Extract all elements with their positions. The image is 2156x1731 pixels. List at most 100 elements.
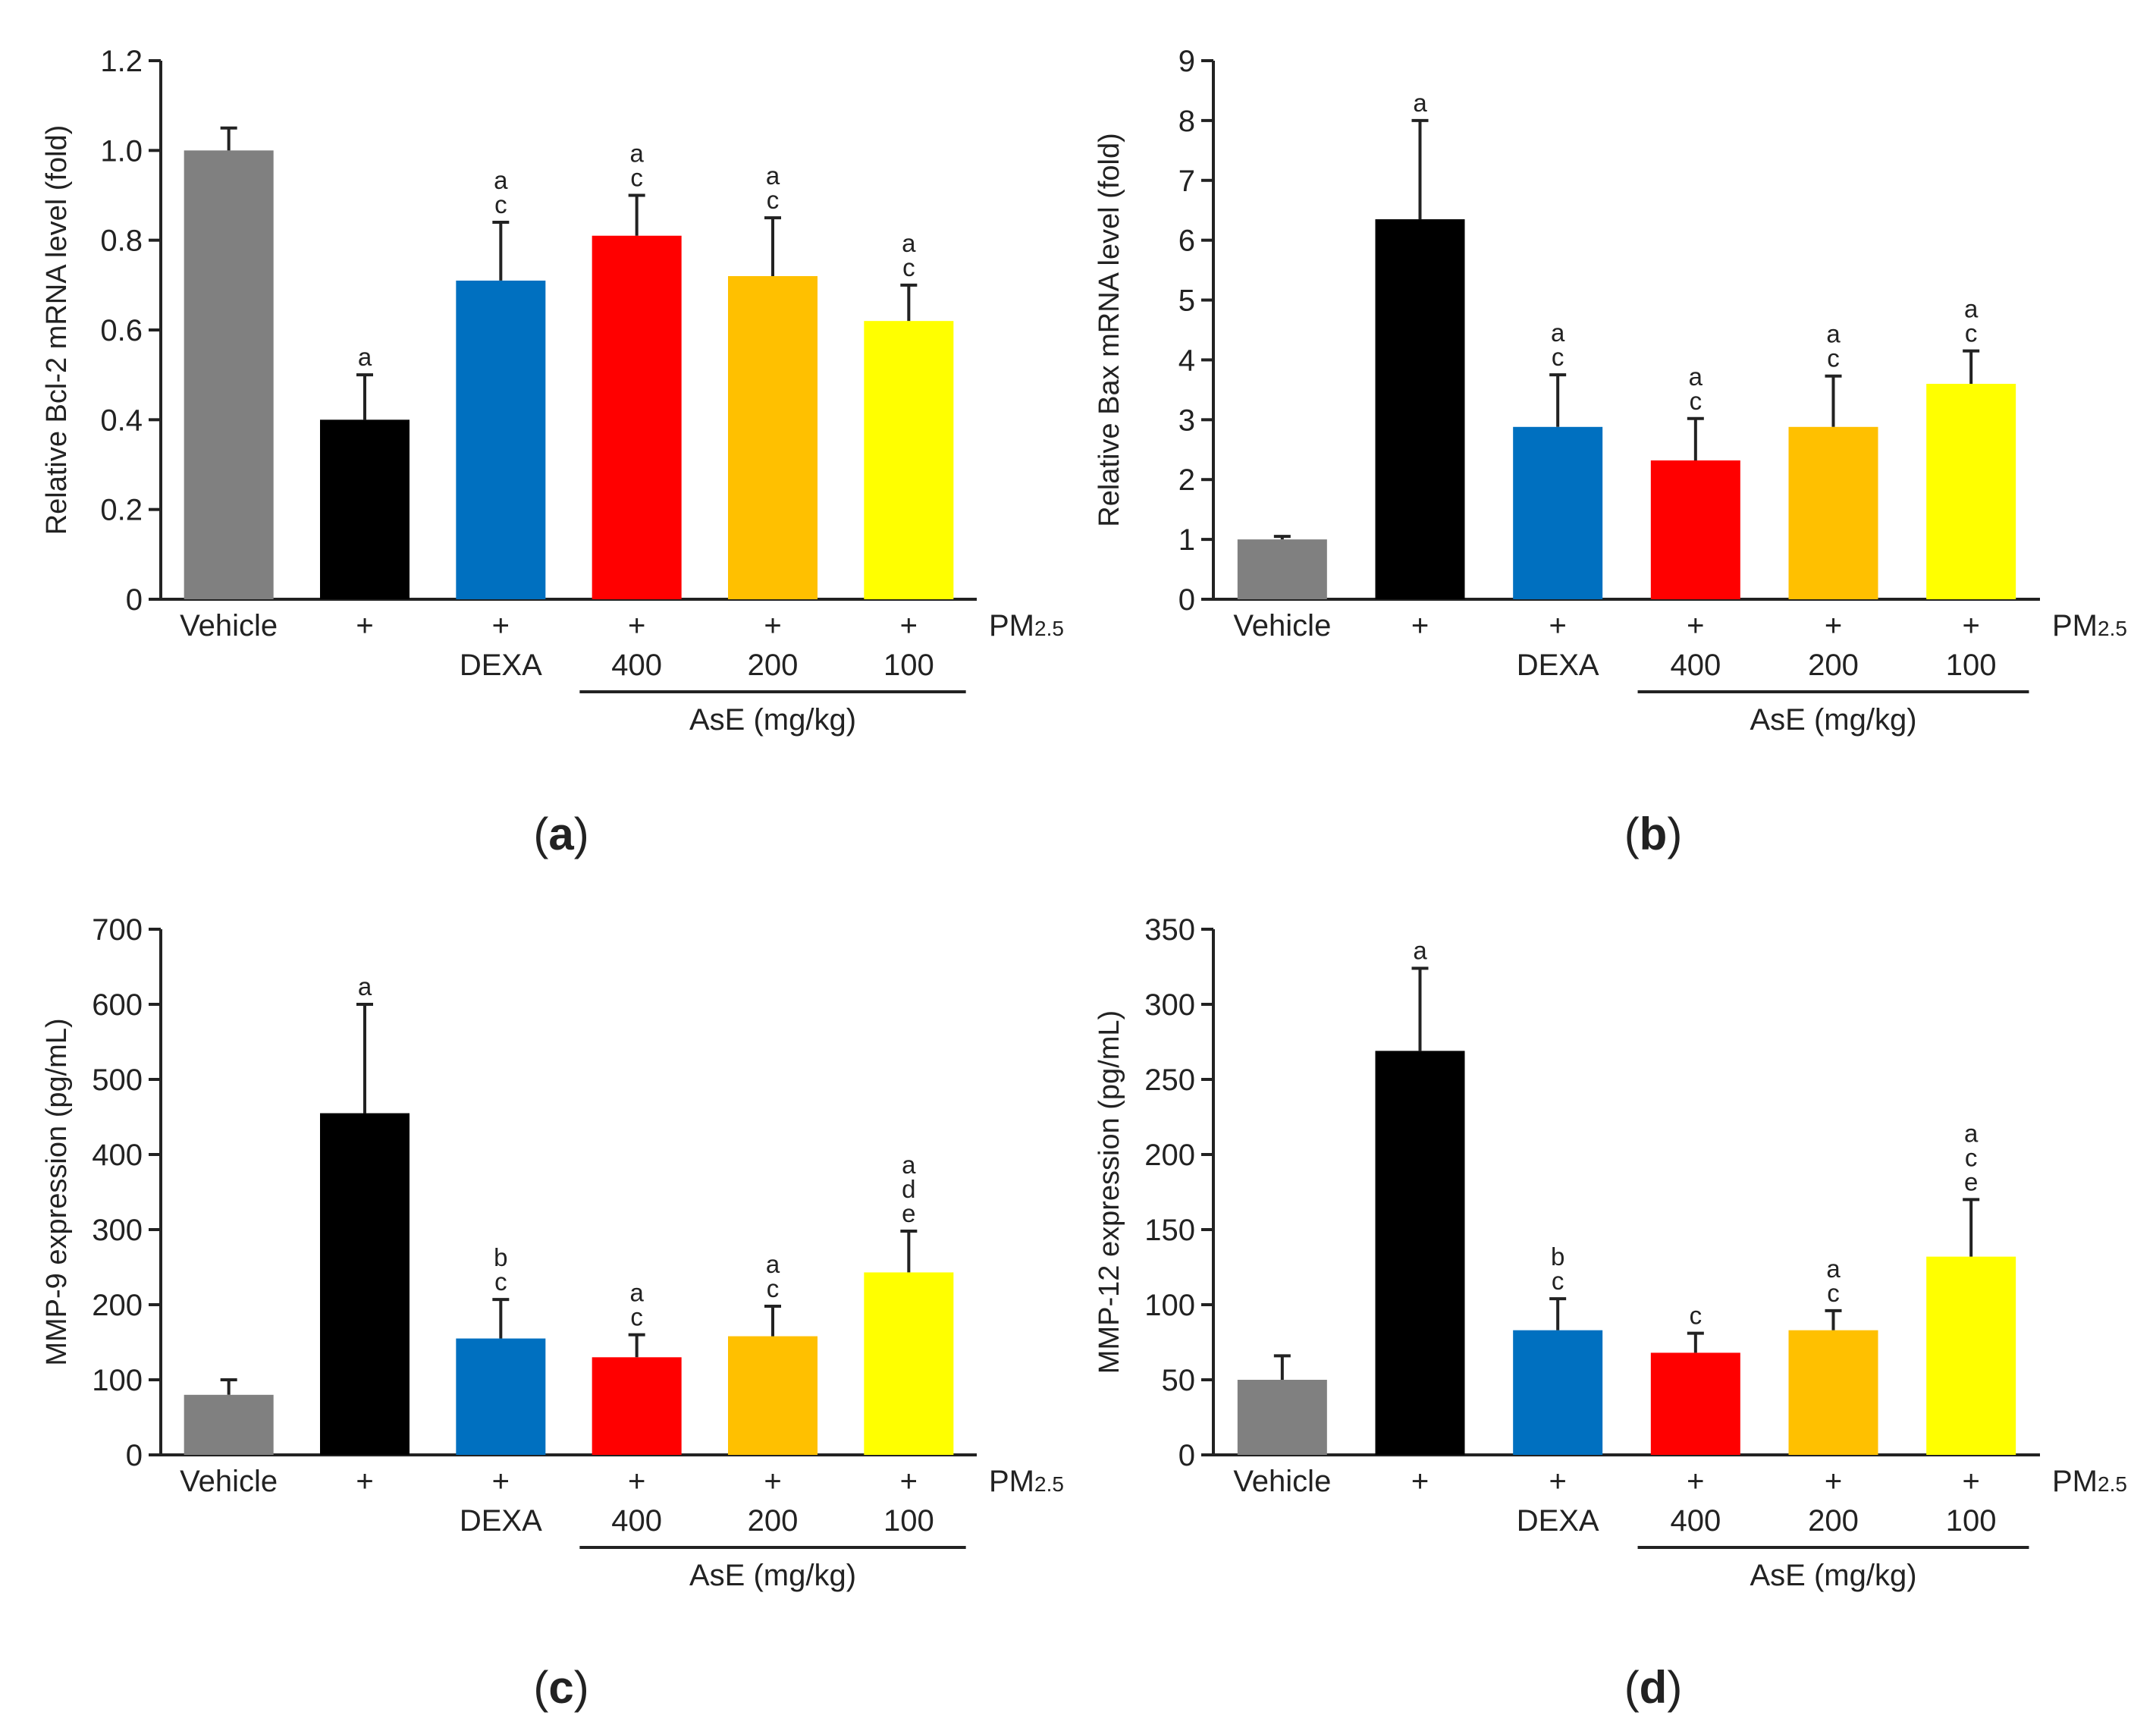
y-tick-label: 100 bbox=[92, 1364, 143, 1397]
pm-row-label: + bbox=[1825, 609, 1842, 642]
bar bbox=[1650, 460, 1740, 599]
pm25-label: PM2.5 bbox=[2052, 1465, 2127, 1498]
pm-row-label: + bbox=[1687, 1465, 1704, 1498]
significance-letter: a bbox=[629, 1279, 644, 1307]
y-tick-label: 4 bbox=[1178, 344, 1195, 377]
pm-row-label: + bbox=[1411, 1465, 1429, 1498]
y-tick-label: 0 bbox=[126, 583, 143, 617]
significance-letter: a bbox=[1689, 363, 1703, 391]
bar bbox=[592, 235, 682, 599]
y-tick-label: 0.2 bbox=[100, 494, 143, 527]
significance-letter: c bbox=[1552, 1267, 1564, 1295]
error-bar bbox=[1963, 349, 1980, 384]
treatment-label: DEXA bbox=[460, 649, 542, 682]
error-bar bbox=[764, 1304, 781, 1337]
error-bar bbox=[1411, 966, 1429, 1051]
error-bar bbox=[1549, 373, 1567, 427]
panel-label: (a) bbox=[533, 809, 588, 859]
bar bbox=[1788, 1330, 1878, 1455]
y-tick-label: 0.6 bbox=[100, 314, 143, 347]
significance-letter: a bbox=[1413, 936, 1427, 964]
treatment-label: 200 bbox=[1808, 1504, 1859, 1538]
treatment-label: 200 bbox=[748, 1504, 799, 1538]
pm-row-label: + bbox=[356, 1465, 373, 1498]
error-bar bbox=[764, 216, 781, 276]
y-axis-label: MMP-9 expression (pg/mL) bbox=[41, 1018, 73, 1365]
pm-row-label: Vehicle bbox=[1233, 1465, 1331, 1498]
bar bbox=[184, 150, 274, 600]
significance-letter: c bbox=[1965, 319, 1978, 347]
panel-label: (d) bbox=[1624, 1662, 1683, 1713]
y-tick-label: 3 bbox=[1178, 404, 1195, 437]
significance-letter: c bbox=[494, 190, 507, 218]
significance-letter: a bbox=[1964, 1119, 1979, 1147]
y-tick-label: 100 bbox=[1144, 1289, 1195, 1322]
y-tick-label: 2 bbox=[1178, 463, 1195, 497]
treatment-label: 100 bbox=[883, 1504, 934, 1538]
y-tick-label: 150 bbox=[1144, 1214, 1195, 1247]
y-tick-label: 8 bbox=[1178, 105, 1195, 138]
y-tick-label: 50 bbox=[1162, 1364, 1196, 1397]
bar bbox=[728, 276, 818, 599]
y-tick-label: 0 bbox=[1178, 1439, 1195, 1472]
treatment-label: 400 bbox=[611, 1504, 662, 1538]
bar bbox=[1926, 1256, 2016, 1455]
error-bar bbox=[492, 221, 510, 281]
significance-letter: a bbox=[358, 343, 372, 371]
pm-row-label: + bbox=[492, 1465, 510, 1498]
ase-group-label: AsE (mg/kg) bbox=[689, 703, 856, 737]
pm-row-label: + bbox=[1962, 609, 1979, 642]
pm25-label: PM2.5 bbox=[989, 1465, 1064, 1498]
pm25-label: PM2.5 bbox=[2052, 609, 2127, 642]
y-axis-label: MMP-12 expression (pg/mL) bbox=[1094, 1010, 1125, 1374]
error-bar bbox=[1273, 535, 1291, 540]
bar bbox=[1237, 1380, 1327, 1455]
y-tick-label: 500 bbox=[92, 1063, 143, 1097]
error-bar bbox=[1411, 118, 1429, 220]
pm25-label: PM2.5 bbox=[989, 609, 1064, 642]
y-tick-label: 600 bbox=[92, 988, 143, 1022]
treatment-label: 400 bbox=[1670, 649, 1721, 682]
panel-a: 0 0.2 0.4 0.6 0.8 1.0 1.2 Relative Bcl-2 mRNA l… bbox=[41, 45, 1064, 859]
bar bbox=[1375, 219, 1465, 599]
y-tick-label: 350 bbox=[1144, 913, 1195, 947]
bar bbox=[1926, 384, 2016, 599]
error-bar bbox=[900, 283, 918, 322]
pm-row-label: Vehicle bbox=[180, 609, 278, 642]
panel-label: (c) bbox=[533, 1662, 588, 1713]
y-tick-label: 300 bbox=[1144, 988, 1195, 1022]
bar bbox=[1513, 1330, 1603, 1455]
significance-letter: c bbox=[1690, 387, 1703, 415]
pm-row-label: Vehicle bbox=[180, 1465, 278, 1498]
bar bbox=[1375, 1051, 1465, 1455]
significance-letter: c bbox=[1965, 1143, 1978, 1171]
ase-group-label: AsE (mg/kg) bbox=[1750, 703, 1916, 737]
error-bar bbox=[220, 1378, 237, 1395]
significance-letter: b bbox=[1551, 1242, 1564, 1271]
significance-letter: c bbox=[767, 186, 780, 214]
significance-letter: c bbox=[630, 1303, 643, 1331]
treatment-label: DEXA bbox=[1517, 1504, 1599, 1538]
y-tick-label: 300 bbox=[92, 1214, 143, 1247]
panel-c: 0 100 200 300 400 500 600 700 MMP-9 expression (… bbox=[41, 913, 1064, 1713]
bar bbox=[864, 1272, 954, 1455]
bar bbox=[728, 1336, 818, 1455]
bar bbox=[320, 1113, 410, 1455]
pm-row-label: + bbox=[1549, 1465, 1566, 1498]
significance-letter: c bbox=[767, 1274, 780, 1302]
significance-letter: a bbox=[1551, 319, 1565, 347]
treatment-label: 200 bbox=[1808, 649, 1859, 682]
significance-letter: a bbox=[766, 162, 780, 190]
panel-d: 0 50 100 150 200 250 300 350 MMP-12 expression (… bbox=[1094, 913, 2127, 1713]
error-bar bbox=[1963, 1198, 1980, 1257]
y-tick-label: 0 bbox=[126, 1439, 143, 1472]
significance-letter: a bbox=[1826, 1255, 1841, 1283]
treatment-label: DEXA bbox=[460, 1504, 542, 1538]
y-tick-label: 1 bbox=[1178, 523, 1195, 557]
significance-letter: d bbox=[902, 1175, 915, 1203]
error-bar bbox=[900, 1229, 918, 1273]
y-tick-label: 200 bbox=[92, 1289, 143, 1322]
y-tick-label: 0 bbox=[1178, 583, 1195, 617]
bar bbox=[184, 1394, 274, 1455]
